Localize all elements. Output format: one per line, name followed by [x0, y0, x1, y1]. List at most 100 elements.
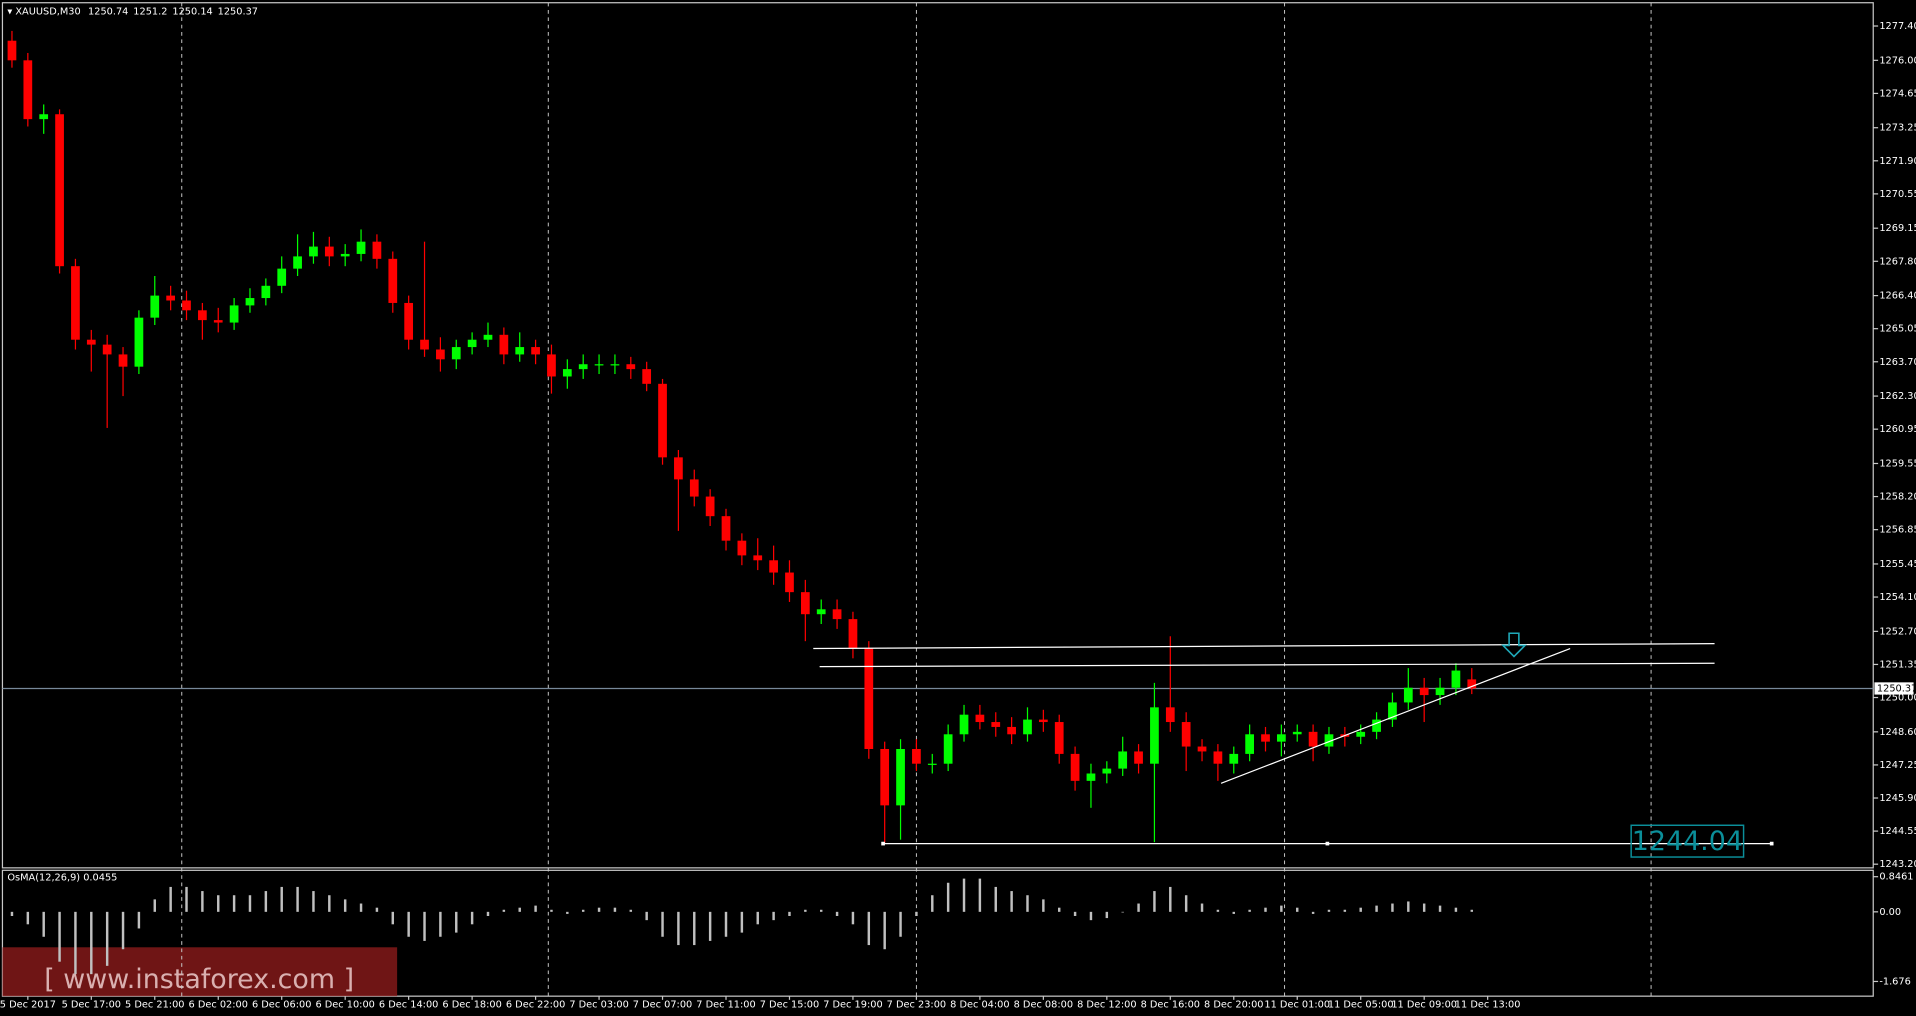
candle-body	[1038, 719, 1048, 723]
candle-body	[1197, 746, 1207, 752]
support-handle	[881, 841, 885, 846]
candle-body	[816, 609, 826, 615]
y-tick-label: 1262.30	[1879, 391, 1916, 402]
candle-body	[912, 748, 921, 764]
osma-bar	[1200, 903, 1204, 912]
candle-body	[213, 320, 223, 323]
x-tick-label: 7 Dec 07:00	[633, 1000, 692, 1011]
candle-body	[1403, 687, 1413, 703]
candle-body	[118, 354, 128, 367]
osma-bar	[708, 911, 712, 941]
y-tick-label: 1273.25	[1879, 123, 1916, 134]
candle-body	[1007, 726, 1016, 735]
candle-body	[1086, 773, 1096, 781]
candle-body	[1308, 731, 1318, 747]
osma-bar	[1153, 891, 1156, 912]
x-tick-label: 8 Dec 08:00	[1014, 1000, 1073, 1011]
candle-body	[404, 302, 414, 340]
candle-body	[277, 268, 287, 286]
osma-bar	[375, 907, 379, 912]
osma-bar	[931, 895, 934, 912]
osma-bar	[772, 911, 775, 921]
candle-body	[1419, 687, 1429, 696]
candle-body	[229, 305, 239, 323]
candle-body	[134, 317, 144, 367]
candle-body	[864, 648, 874, 749]
osma-bar	[978, 878, 982, 912]
osma-bar	[740, 911, 744, 933]
candle-body	[1451, 670, 1461, 688]
candle-body	[356, 241, 366, 254]
y-tick-label: 1252.70	[1879, 626, 1916, 637]
osma-bar	[1359, 907, 1362, 912]
y-tick-label: 1274.65	[1879, 88, 1916, 99]
y-tick-label: 1256.85	[1879, 525, 1916, 536]
y-tick-label: 1254.10	[1879, 592, 1916, 603]
osma-bar	[566, 911, 569, 914]
osma-bar	[58, 911, 61, 962]
osma-bar	[915, 911, 918, 916]
candle-body	[848, 619, 858, 649]
osma-tick-label: 0.8461	[1879, 872, 1913, 883]
osma-bar	[391, 911, 395, 925]
x-tick-label: 8 Dec 04:00	[950, 1000, 1009, 1011]
candle-body	[1245, 734, 1254, 754]
x-tick-label: 7 Dec 19:00	[823, 1000, 882, 1011]
candle-body	[1213, 751, 1223, 764]
candle-body	[166, 295, 176, 301]
symbol: XAUUSD,M30	[15, 6, 80, 17]
osma-bar	[248, 895, 252, 912]
osma-bar	[1454, 907, 1458, 912]
x-tick-label: 11 Dec 13:00	[1455, 1000, 1521, 1011]
candle-body	[705, 496, 715, 517]
x-tick-label: 8 Dec 20:00	[1204, 1000, 1263, 1011]
candle-body	[975, 714, 985, 723]
x-tick-label: 7 Dec 15:00	[760, 1000, 819, 1011]
candle-body	[1023, 719, 1032, 735]
candle-body	[1292, 731, 1302, 735]
candle-body	[515, 347, 525, 355]
osma-bar	[1343, 909, 1347, 912]
y-tick-label: 1267.80	[1879, 256, 1916, 267]
candle-body	[23, 60, 33, 120]
osma-bar	[550, 909, 553, 912]
osma-bar	[1184, 895, 1188, 912]
osma-bar	[1296, 907, 1299, 912]
y-tick-label: 1266.40	[1879, 291, 1916, 302]
candle-body	[309, 246, 318, 257]
candle-body	[1467, 679, 1477, 689]
candle-body	[1181, 722, 1191, 747]
candle-body	[324, 246, 334, 257]
watermark: [ www.instaforex.com ]	[44, 964, 354, 995]
candle-body	[547, 354, 556, 377]
osma-bar	[693, 911, 696, 946]
candle-body	[737, 540, 747, 556]
osma-bar	[105, 911, 109, 966]
osma-bar	[835, 911, 839, 916]
x-tick-label: 6 Dec 22:00	[506, 1000, 565, 1011]
osma-bar	[1422, 903, 1426, 912]
candle-body	[102, 344, 112, 355]
x-tick-label: 6 Dec 14:00	[379, 1000, 438, 1011]
candle-body	[1372, 719, 1381, 732]
osma-bar	[264, 891, 268, 912]
support-handle	[1325, 841, 1330, 846]
x-tick-label: 6 Dec 06:00	[252, 1000, 311, 1011]
osma-bar	[26, 911, 30, 925]
x-tick-label: 7 Dec 23:00	[887, 1000, 946, 1011]
candle-body	[1324, 734, 1334, 747]
candle-body	[451, 347, 461, 360]
osma-bar	[153, 899, 156, 912]
osma-bar	[1438, 905, 1442, 912]
header-triangle: ▾	[7, 6, 15, 17]
candle-body	[959, 714, 969, 735]
osma-bar	[1407, 901, 1410, 912]
osma-bar	[232, 895, 236, 912]
osma-bar	[1232, 911, 1235, 914]
osma-bar	[1311, 911, 1315, 914]
y-tick-label: 1269.15	[1879, 223, 1916, 234]
y-tick-label: 1250.00	[1879, 693, 1916, 704]
watermark-box	[2, 947, 398, 997]
osma-bar	[994, 886, 997, 912]
